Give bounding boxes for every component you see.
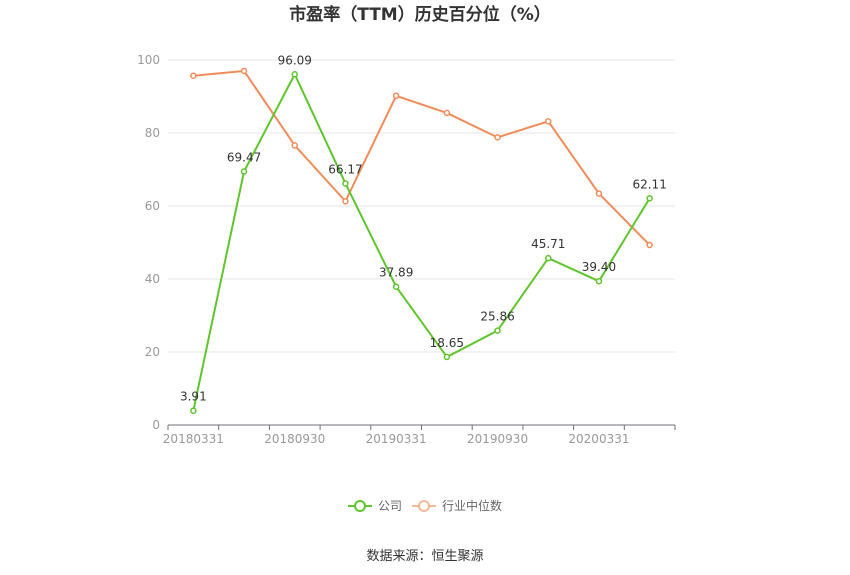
data-label: 69.47 — [227, 150, 261, 164]
legend-marker — [354, 500, 366, 512]
data-point-company — [646, 195, 653, 202]
series-layer — [190, 67, 653, 414]
data-point-industry-median — [595, 190, 603, 197]
legend-item-company[interactable]: 公司 — [348, 499, 402, 513]
y-tick-label: 100 — [137, 53, 160, 67]
data-label: 66.17 — [328, 162, 362, 176]
data-point-company — [190, 407, 197, 414]
data-point-company — [545, 254, 552, 262]
data-point-company — [291, 71, 298, 78]
y-tick-label: 20 — [145, 345, 160, 359]
data-label: 39.40 — [582, 260, 616, 274]
data-point-company — [392, 283, 400, 290]
y-tick-label: 60 — [145, 199, 160, 213]
grid-lines — [168, 59, 675, 353]
legend-marker — [418, 500, 430, 512]
data-point-industry-median — [443, 109, 451, 117]
axes: 0 20 40 60 80 100 20180331 20180930 20190331 2019… — [137, 53, 676, 446]
data-point-industry-median — [190, 72, 197, 79]
data-point-industry-median — [646, 241, 653, 249]
data-label: 62.11 — [632, 177, 666, 191]
data-label: 37.89 — [379, 266, 413, 280]
data-point-company — [443, 353, 451, 361]
data-point-company — [494, 327, 501, 334]
series-line-company — [192, 73, 651, 411]
data-label: 18.65 — [430, 336, 464, 350]
data-labels: 3.91 69.47 96.09 66.17 37.89 18.65 25.86 45.71 3… — [180, 53, 667, 403]
x-tick-label: 20200331 — [568, 432, 629, 446]
data-label: 45.71 — [531, 237, 565, 251]
data-label: 25.86 — [480, 310, 514, 324]
data-point-industry-median — [240, 67, 248, 75]
chart-title: 市盈率（TTM）历史百分位（%） — [289, 4, 551, 25]
data-point-company — [240, 168, 248, 175]
legend-item-industry-median[interactable]: 行业中位数 — [412, 498, 502, 513]
y-tick-label: 80 — [145, 126, 160, 140]
data-label: 3.91 — [180, 390, 207, 404]
source-note: 数据来源：恒生聚源 — [366, 549, 483, 564]
x-tick-label: 20180930 — [264, 432, 325, 446]
data-label: 96.09 — [278, 53, 312, 67]
data-point-company — [342, 180, 349, 187]
x-tick-label: 20190331 — [366, 432, 427, 446]
data-point-company — [595, 277, 603, 285]
legend-label: 公司 — [378, 499, 402, 513]
y-tick-label: 0 — [152, 418, 160, 432]
data-point-industry-median — [342, 198, 349, 205]
x-tick-label: 20190930 — [467, 432, 528, 446]
legend-label: 行业中位数 — [442, 498, 502, 513]
series-line-industry-median — [193, 69, 651, 246]
data-point-industry-median — [291, 142, 298, 149]
legend[interactable]: 公司 行业中位数 — [348, 498, 502, 513]
y-tick-label: 40 — [145, 272, 160, 286]
data-point-industry-median — [545, 118, 552, 125]
data-point-industry-median — [392, 92, 400, 100]
data-point-industry-median — [494, 134, 501, 141]
x-tick-label: 20180331 — [163, 432, 224, 446]
